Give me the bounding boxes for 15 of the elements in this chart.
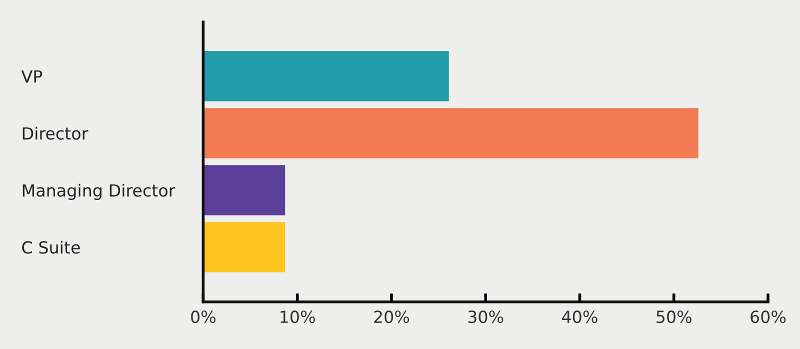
x-tick-label: 30% [468,310,504,324]
y-tick-label: Managing Director [22,184,176,200]
x-tick-label: 20% [374,310,410,324]
x-tick-label: 50% [656,310,692,324]
y-tick-label: VP [21,70,42,82]
y-tick-label: Director [22,126,88,140]
x-tick-label: 40% [562,310,598,324]
bar [203,108,698,158]
x-tick-label: 10% [280,310,315,324]
bar [203,165,286,216]
x-tick-label: 0% [191,310,216,324]
x-tick-label: 60% [750,310,786,324]
bar [203,222,286,272]
y-tick-label: C Suite [22,240,80,254]
bar [203,51,449,102]
